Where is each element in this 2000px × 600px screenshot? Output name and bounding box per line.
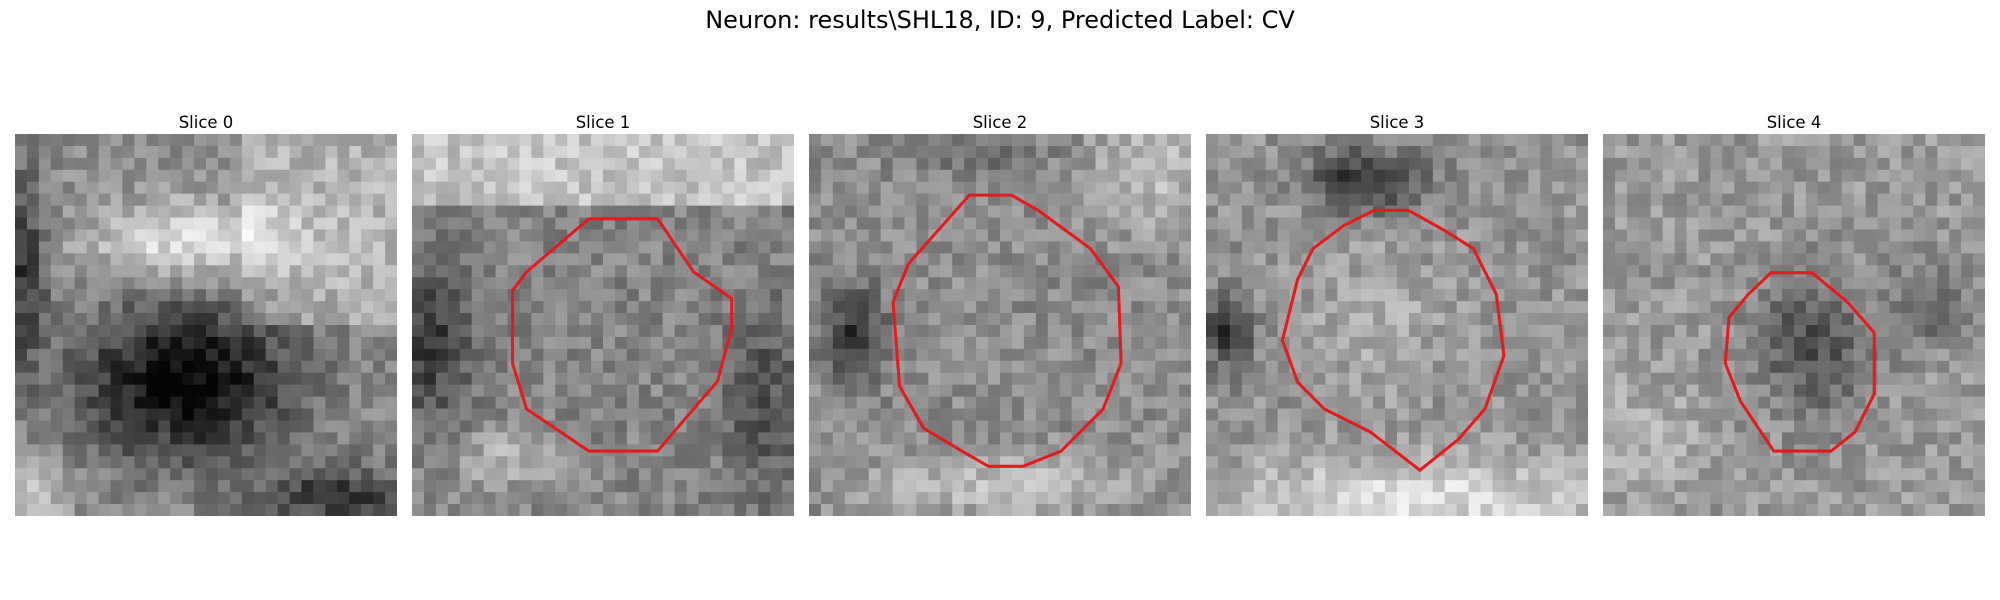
segmentation-outline — [1723, 271, 1876, 453]
slice-image-0 — [15, 134, 397, 516]
segmentation-outline — [891, 193, 1123, 468]
slice-title: Slice 2 — [972, 113, 1028, 132]
slice-image-3 — [1206, 134, 1588, 516]
slice-panel-3: Slice 3 — [1206, 112, 1588, 516]
slice-panel-0: Slice 0 — [15, 112, 397, 516]
slice-title: Slice 4 — [1766, 113, 1822, 132]
slice-title: Slice 1 — [575, 113, 631, 132]
slice-panel-1: Slice 1 — [412, 112, 794, 516]
segmentation-outline — [510, 217, 734, 453]
slice-title: Slice 0 — [178, 113, 234, 132]
slice-title: Slice 3 — [1369, 113, 1425, 132]
slice-panel-4: Slice 4 — [1603, 112, 1985, 516]
slice-image-2 — [809, 134, 1191, 516]
segmentation-outline — [1280, 208, 1506, 472]
slice-panel-2: Slice 2 — [809, 112, 1191, 516]
slice-image-1 — [412, 134, 794, 516]
slice-image-4 — [1603, 134, 1985, 516]
figure-title: Neuron: results\SHL18, ID: 9, Predicted … — [705, 6, 1295, 34]
